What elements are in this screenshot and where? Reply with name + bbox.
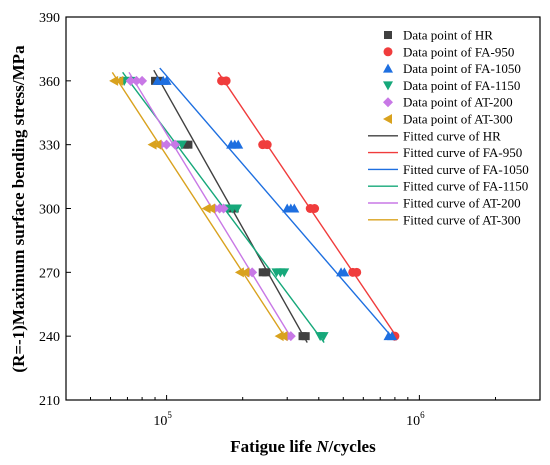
legend-label: Data point of HR bbox=[403, 28, 493, 43]
y-tick-label: 240 bbox=[39, 330, 60, 345]
fitted-curves-group bbox=[111, 67, 399, 343]
data-point bbox=[184, 140, 193, 149]
data-point bbox=[125, 75, 136, 86]
data-point bbox=[161, 139, 172, 150]
x-tick-label: 105 bbox=[153, 410, 172, 429]
legend-marker bbox=[383, 114, 392, 124]
data-point bbox=[218, 203, 229, 214]
data-point bbox=[234, 267, 244, 278]
legend-label: Data point of AT-300 bbox=[403, 112, 513, 127]
y-tick-label: 300 bbox=[39, 203, 60, 218]
x-tick-base: 10 bbox=[406, 414, 420, 429]
data-point bbox=[262, 140, 272, 150]
data-point bbox=[240, 267, 250, 278]
legend-label: Fitted curve of FA-1150 bbox=[403, 179, 528, 194]
data-point bbox=[278, 331, 288, 342]
x-axis-title-var: N bbox=[315, 437, 329, 456]
data-point bbox=[206, 203, 216, 214]
data-point bbox=[152, 139, 162, 150]
data-point bbox=[352, 267, 362, 277]
x-tick-base: 10 bbox=[153, 414, 167, 429]
legend-label: Fitted curve of HR bbox=[403, 128, 501, 143]
fitted-curve bbox=[159, 67, 396, 341]
y-tick-label: 210 bbox=[39, 394, 60, 409]
legend-marker bbox=[383, 97, 393, 108]
data-point bbox=[339, 267, 350, 277]
data-point bbox=[221, 76, 231, 86]
data-point bbox=[176, 140, 187, 150]
legend-label: Data point of FA-1050 bbox=[403, 61, 521, 76]
y-tick-label: 270 bbox=[39, 266, 60, 281]
x-axis-title-prefix: Fatigue life bbox=[230, 437, 316, 456]
data-point bbox=[109, 75, 119, 86]
x-tick-exponent: 6 bbox=[420, 410, 425, 420]
y-axis-title: (R=-1)Maximum surface bending stress/MPa bbox=[9, 45, 28, 373]
data-point bbox=[262, 268, 271, 277]
y-tick-label: 360 bbox=[39, 75, 60, 90]
legend-label: Fitted curve of AT-200 bbox=[403, 196, 521, 211]
data-point bbox=[170, 139, 181, 150]
legend-label: Fitted curve of FA-950 bbox=[403, 145, 522, 160]
data-point bbox=[232, 204, 243, 214]
data-point bbox=[301, 332, 310, 341]
legend-label: Data point of FA-1150 bbox=[403, 78, 520, 93]
y-tick-label: 390 bbox=[39, 11, 60, 26]
data-point bbox=[310, 204, 320, 213]
data-point bbox=[161, 75, 172, 85]
legend-marker bbox=[383, 63, 393, 73]
data-point bbox=[285, 331, 296, 342]
data-point bbox=[147, 139, 157, 150]
data-points-group bbox=[109, 75, 400, 342]
legend-marker bbox=[383, 47, 393, 57]
x-tick-label: 106 bbox=[406, 410, 425, 429]
data-point bbox=[247, 267, 258, 278]
x-axis-title-suffix: /cycles bbox=[328, 437, 377, 456]
y-tick-label: 330 bbox=[39, 139, 60, 154]
x-tick-exponent: 5 bbox=[167, 410, 172, 420]
x-axis-title: Fatigue life N/cycles bbox=[230, 437, 376, 456]
legend-label: Fitted curve of FA-1050 bbox=[403, 162, 529, 177]
data-point bbox=[279, 268, 290, 278]
data-point bbox=[387, 331, 398, 341]
data-point bbox=[289, 203, 300, 213]
fitted-curve bbox=[111, 71, 287, 339]
legend-label: Fitted curve of AT-300 bbox=[403, 212, 521, 227]
legend-marker bbox=[384, 31, 392, 39]
data-point bbox=[233, 139, 244, 149]
data-point bbox=[318, 332, 329, 342]
legend-label: Data point of AT-200 bbox=[403, 95, 513, 110]
data-point bbox=[137, 75, 148, 86]
legend-label: Data point of FA-950 bbox=[403, 44, 514, 59]
data-point bbox=[131, 75, 142, 86]
data-point bbox=[114, 75, 124, 86]
legend-marker bbox=[383, 81, 393, 91]
